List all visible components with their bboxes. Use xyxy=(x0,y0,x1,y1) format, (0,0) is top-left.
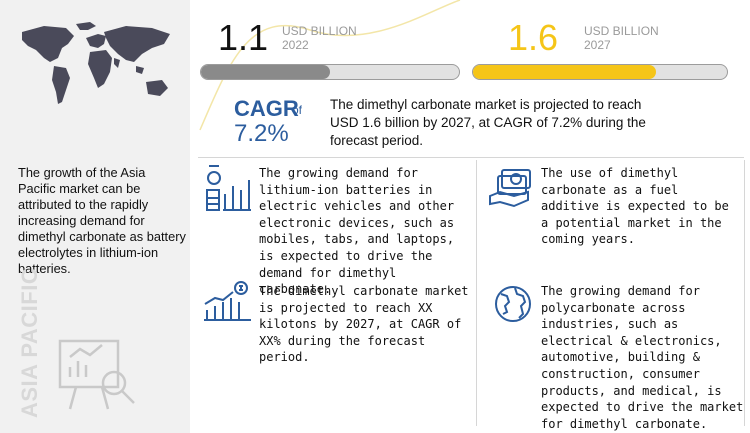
progress-bar-2022 xyxy=(200,64,460,80)
fuel-money-icon xyxy=(489,169,531,208)
region-label: ASIA PACIFIC xyxy=(17,267,42,418)
region-summary: The growth of the Asia Pacific market ca… xyxy=(18,165,186,276)
progress-fill-2027 xyxy=(473,65,656,79)
divider-top xyxy=(198,157,744,158)
cagr-description: The dimethyl carbonate market is project… xyxy=(330,97,646,148)
stat-currency-2022: USD BILLION xyxy=(282,24,357,38)
globe-icon xyxy=(495,286,531,322)
stat-currency-2027: USD BILLION xyxy=(584,24,659,38)
stat-value-2027: 1.6 xyxy=(508,17,559,58)
divider-right-edge xyxy=(744,160,745,426)
battery-chart-icon xyxy=(206,165,251,211)
cagr-value: 7.2% xyxy=(234,120,289,147)
progress-fill-2022 xyxy=(201,65,330,79)
stat-year-2022: 2022 xyxy=(282,38,309,52)
card-fuel-additive: The use of dimethyl carbonate as a fuel … xyxy=(541,166,729,247)
analysis-board-icon xyxy=(58,339,135,410)
card-polycarbonate-demand: The growing demand for polycarbonate acr… xyxy=(541,284,744,431)
divider-middle xyxy=(476,160,477,426)
left-panel: The growth of the Asia Pacific market ca… xyxy=(0,0,190,433)
stat-year-2027: 2027 xyxy=(584,38,611,52)
world-map-icon xyxy=(22,22,170,104)
market-growth-icon xyxy=(204,281,251,321)
cagr-label: CAGR xyxy=(234,96,299,121)
stat-value-2022: 1.1 xyxy=(218,17,269,58)
card-lithium-batteries: The growing demand for lithium-ion batte… xyxy=(259,166,455,297)
progress-bar-2027 xyxy=(472,64,728,80)
cagr-of: of xyxy=(292,103,303,117)
card-market-kilotons: The dimethyl carbonate market is project… xyxy=(259,284,469,365)
